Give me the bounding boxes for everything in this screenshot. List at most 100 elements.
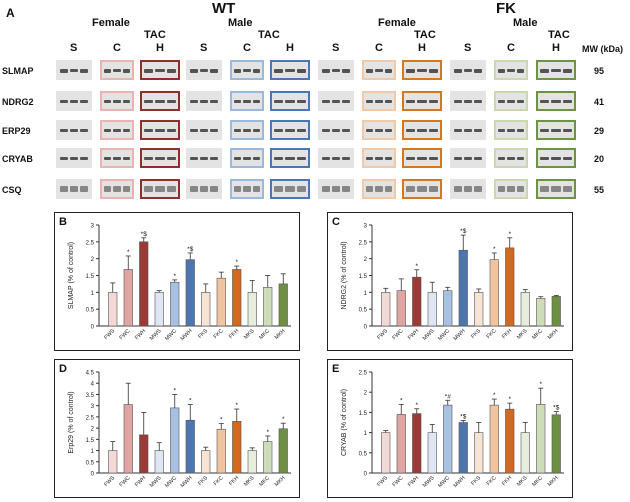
protein-band: [406, 186, 416, 192]
protein-band: [122, 186, 130, 192]
significance-label: *$: [187, 246, 194, 253]
sex-label-fk-male: Male: [513, 17, 538, 29]
x-tick-label: FKH: [501, 328, 513, 340]
protein-band: [332, 69, 340, 72]
blot-csq-mkh: [536, 179, 576, 199]
protein-band: [454, 129, 462, 132]
protein-band: [234, 186, 242, 192]
protein-band: [285, 100, 295, 103]
protein-band: [474, 157, 482, 160]
protein-band: [234, 100, 242, 103]
y-tick-label: 1.5: [359, 411, 368, 417]
x-tick-label: FKH: [501, 475, 513, 487]
chart-panel-b: B 0 0.5 1 1.5 2 2.5 3 SLMAP (% of control) FWS * FW…: [54, 212, 300, 351]
bar-fkh: [505, 408, 515, 474]
x-tick-label: FWS: [376, 475, 389, 488]
protein-band: [122, 69, 130, 73]
y-tick-label: 1: [91, 449, 95, 455]
column-label-fks: S: [332, 42, 340, 54]
protein-band: [332, 129, 340, 132]
bar-mkh: [551, 296, 561, 327]
column-label-fws: S: [70, 42, 78, 54]
mw-value-ndrg2: 41: [594, 97, 605, 107]
bar-mwh: [458, 422, 468, 474]
bar-fwh: [412, 276, 422, 327]
protein-band: [562, 129, 572, 132]
protein-band: [80, 69, 88, 73]
blot-erp29-fwc: [100, 120, 134, 140]
protein-band: [375, 100, 383, 103]
protein-band: [342, 186, 350, 192]
protein-band: [122, 100, 130, 103]
significance-label: *$: [460, 413, 467, 420]
protein-band: [113, 157, 121, 160]
blot-csq-mks: [450, 179, 486, 199]
y-tick-label: 2: [91, 257, 95, 263]
protein-band: [366, 157, 374, 160]
protein-band: [474, 129, 482, 132]
protein-band: [252, 100, 260, 103]
blot-cryab-mkc: [494, 148, 528, 168]
x-tick-label: MWS: [149, 475, 163, 489]
protein-band: [190, 100, 198, 103]
blot-ndrg2-fks: [318, 91, 354, 111]
bar-mws: [427, 292, 437, 327]
bar-fkc: [216, 277, 226, 327]
protein-band: [507, 186, 515, 192]
significance-label: *$: [141, 231, 148, 238]
blot-erp29-mws: [186, 120, 222, 140]
blot-cryab-fwh: [140, 148, 180, 168]
significance-label: *: [127, 249, 130, 256]
bar-fwh: [139, 434, 149, 474]
chart-panel-e: E 0 0.5 1 1.5 2 2.5 CRYAB (% of control) FWS * FWC…: [327, 359, 573, 498]
protein-band: [507, 129, 515, 132]
protein-band: [190, 157, 198, 160]
blot-csq-mkc: [494, 179, 528, 199]
protein-band: [200, 129, 208, 132]
group-label-wt: WT: [212, 0, 236, 17]
mw-value-slmap: 95: [594, 66, 605, 76]
protein-band: [322, 69, 330, 73]
protein-band: [243, 100, 251, 103]
sex-label-wt-female: Female: [92, 17, 130, 29]
blot-cryab-fkh: [402, 148, 442, 168]
protein-band: [464, 129, 472, 132]
bar-fws: [381, 292, 391, 327]
y-tick-label: 2: [91, 427, 95, 433]
y-tick-label: 2.5: [359, 371, 368, 377]
protein-band: [210, 129, 218, 132]
x-tick-label: FWS: [376, 328, 389, 341]
y-tick-label: 1: [364, 291, 368, 297]
y-tick-label: 3: [91, 224, 95, 230]
protein-band: [322, 186, 330, 192]
significance-label: *: [189, 398, 192, 405]
protein-band: [166, 100, 176, 103]
sex-label-fk-female: Female: [378, 17, 416, 29]
protein-band: [540, 157, 550, 160]
protein-band: [428, 157, 438, 160]
protein-band: [322, 129, 330, 132]
group-label-fk: FK: [496, 0, 516, 17]
x-tick-label: MWC: [437, 328, 451, 342]
protein-band: [243, 186, 251, 192]
bar-fkc: [489, 259, 499, 327]
x-tick-label: MKC: [531, 328, 544, 341]
blot-csq-mwh: [270, 179, 310, 199]
protein-band: [384, 69, 392, 73]
protein-band: [464, 157, 472, 160]
bar-fks: [474, 432, 484, 474]
blot-ndrg2-mkh: [536, 91, 576, 111]
protein-band: [384, 157, 392, 160]
protein-band: [190, 69, 198, 73]
bar-mkh: [278, 283, 288, 327]
bar-mkh: [278, 428, 288, 474]
bar-fkc: [489, 404, 499, 474]
protein-band: [428, 129, 438, 132]
protein-band: [210, 69, 218, 73]
slmap-chart: B 0 0.5 1 1.5 2 2.5 3 SLMAP (% of control) FWS * FW…: [59, 216, 291, 342]
protein-band: [562, 69, 572, 73]
significance-label: *: [400, 397, 403, 404]
x-tick-label: MKC: [258, 475, 271, 488]
significance-label: *: [220, 417, 223, 424]
panel-letter-d: D: [59, 363, 67, 375]
